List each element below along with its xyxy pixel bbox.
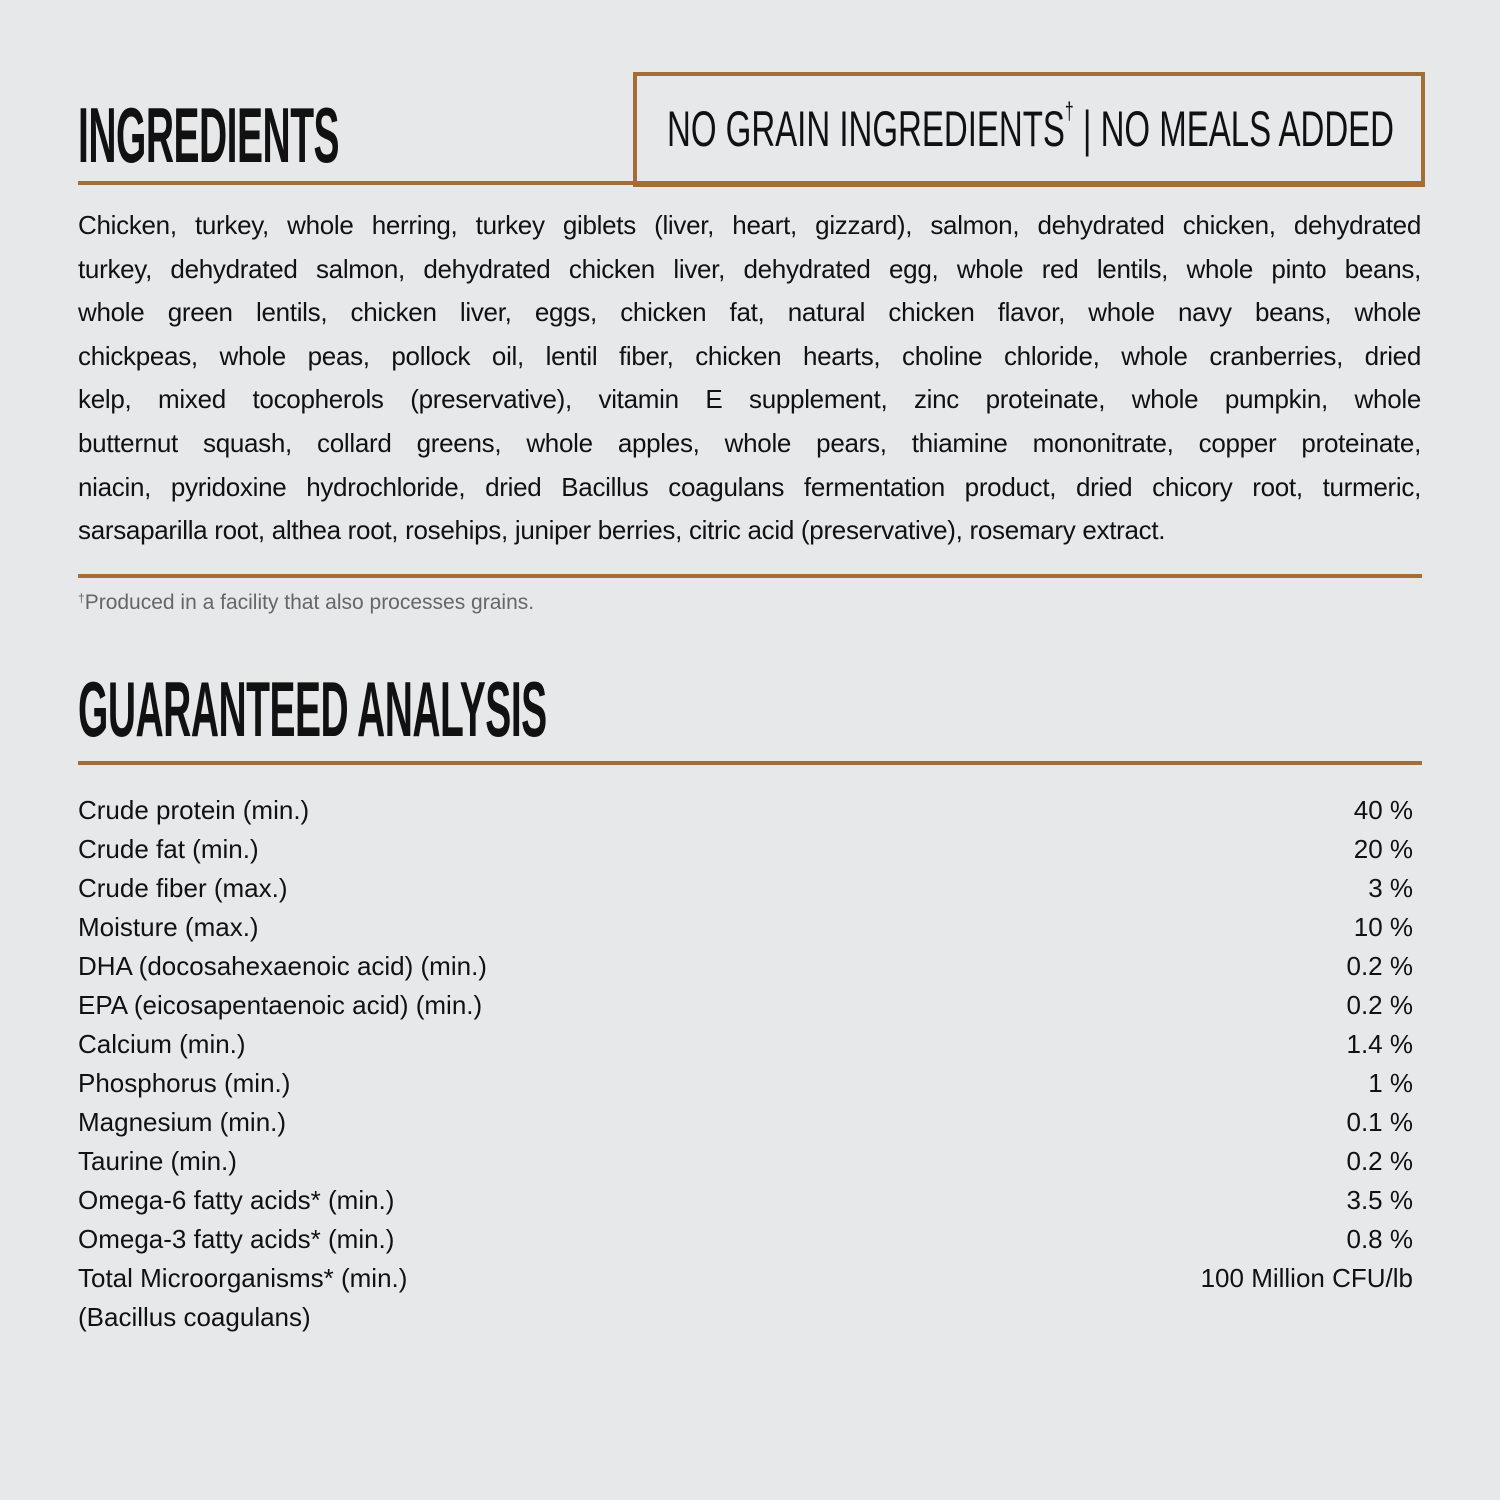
footnote-dagger: †: [78, 591, 85, 605]
analysis-row: Magnesium (min.) 0.1 %: [78, 1103, 1413, 1142]
nutrient-value: 3 %: [1368, 873, 1413, 903]
nutrient-value: 0.2 %: [1346, 1146, 1414, 1176]
analysis-divider: [78, 761, 1422, 765]
analysis-row: DHA (docosahexaenoic acid) (min.) 0.2 %: [78, 947, 1413, 986]
ingredients-line: Chicken, turkey, whole herring, turkey g…: [78, 210, 1421, 240]
nutrient-label: DHA (docosahexaenoic acid) (min.): [78, 951, 487, 981]
badge-part1: NO GRAIN INGREDIENTS: [667, 101, 1065, 157]
nutrient-value: 0.8 %: [1346, 1224, 1414, 1254]
ingredients-line: niacin, pyridoxine hydrochloride, dried …: [78, 471, 1421, 502]
ingredients-line: whole green lentils, chicken liver, eggs…: [78, 297, 1421, 328]
ingredients-line: turkey, dehydrated salmon, dehydrated ch…: [78, 253, 1421, 284]
footnote: †Produced in a facility that also proces…: [78, 591, 534, 615]
nutrient-label: Omega-3 fatty acids* (min.): [78, 1224, 395, 1254]
nutrient-value: 10 %: [1353, 912, 1413, 942]
analysis-row: Crude protein (min.) 40 %: [78, 791, 1413, 830]
nutrient-label: Crude protein (min.): [78, 795, 310, 825]
nutrient-label: Phosphorus (min.): [78, 1068, 291, 1098]
badge-text: NO GRAIN INGREDIENTS† | NO MEALS ADDED: [667, 100, 1395, 157]
nutrient-label: Omega-6 fatty acids* (min.): [78, 1185, 395, 1215]
ingredients-line: kelp, mixed tocopherols (preservative), …: [78, 384, 1421, 415]
ingredients-line: sarsaparilla root, althea root, rosehips…: [78, 515, 1166, 546]
analysis-row: EPA (eicosapentaenoic acid) (min.) 0.2 %: [78, 986, 1413, 1025]
nutrient-label: Total Microorganisms* (min.): [78, 1263, 408, 1293]
analysis-row: Crude fat (min.) 20 %: [78, 830, 1413, 869]
analysis-row: Calcium (min.) 1.4 %: [78, 1025, 1413, 1064]
nutrient-value: 1 %: [1368, 1068, 1413, 1098]
nutrient-label: Crude fiber (max.): [78, 873, 288, 903]
analysis-row: Phosphorus (min.) 1 %: [78, 1064, 1413, 1103]
microorganism-note: (Bacillus coagulans): [78, 1302, 311, 1332]
footnote-text: Produced in a facility that also process…: [84, 591, 535, 614]
nutrient-value: 0.1 %: [1346, 1107, 1414, 1137]
ingredients-bottom-divider: [78, 574, 1422, 578]
ingredients-heading: INGREDIENTS: [78, 91, 340, 179]
analysis-row: Total Microorganisms* (min.) 100 Million …: [78, 1259, 1413, 1298]
no-grain-badge: NO GRAIN INGREDIENTS† | NO MEALS ADDED: [633, 72, 1425, 187]
analysis-row: Omega-6 fatty acids* (min.) 3.5 %: [78, 1181, 1413, 1220]
analysis-table: Crude protein (min.) 40 % Crude fat (min.)…: [78, 791, 1413, 1337]
analysis-row: Taurine (min.) 0.2 %: [78, 1142, 1413, 1181]
analysis-row: Moisture (max.) 10 %: [78, 908, 1413, 947]
nutrient-label: EPA (eicosapentaenoic acid) (min.): [78, 990, 483, 1020]
analysis-row: Crude fiber (max.) 3 %: [78, 869, 1413, 908]
nutrient-label: Taurine (min.): [78, 1146, 237, 1176]
nutrient-value: 100 Million CFU/lb: [1200, 1263, 1413, 1293]
ingredients-divider: [78, 181, 1422, 185]
nutrient-label: Calcium (min.): [78, 1029, 246, 1059]
ingredients-list: Chicken, turkey, whole herring, turkey g…: [78, 204, 1421, 553]
badge-dagger: †: [1064, 98, 1074, 125]
nutrient-value: 0.2 %: [1346, 990, 1414, 1020]
nutrient-value: 1.4 %: [1346, 1029, 1414, 1059]
nutrient-label: Crude fat (min.): [78, 834, 259, 864]
nutrient-label: Magnesium (min.): [78, 1107, 287, 1137]
analysis-row: Omega-3 fatty acids* (min.) 0.8 %: [78, 1220, 1413, 1259]
analysis-heading: GUARANTEED ANALYSIS: [78, 665, 547, 753]
nutrient-value: 40 %: [1353, 795, 1413, 825]
nutrient-value: 0.2 %: [1346, 951, 1414, 981]
nutrient-value: 3.5 %: [1346, 1185, 1414, 1215]
ingredients-line: chickpeas, whole peas, pollock oil, lent…: [78, 340, 1421, 371]
nutrient-label: Moisture (max.): [78, 912, 259, 942]
ingredients-line: butternut squash, collard greens, whole …: [78, 427, 1421, 458]
nutrient-value: 20 %: [1353, 834, 1413, 864]
badge-part2: | NO MEALS ADDED: [1073, 101, 1395, 157]
